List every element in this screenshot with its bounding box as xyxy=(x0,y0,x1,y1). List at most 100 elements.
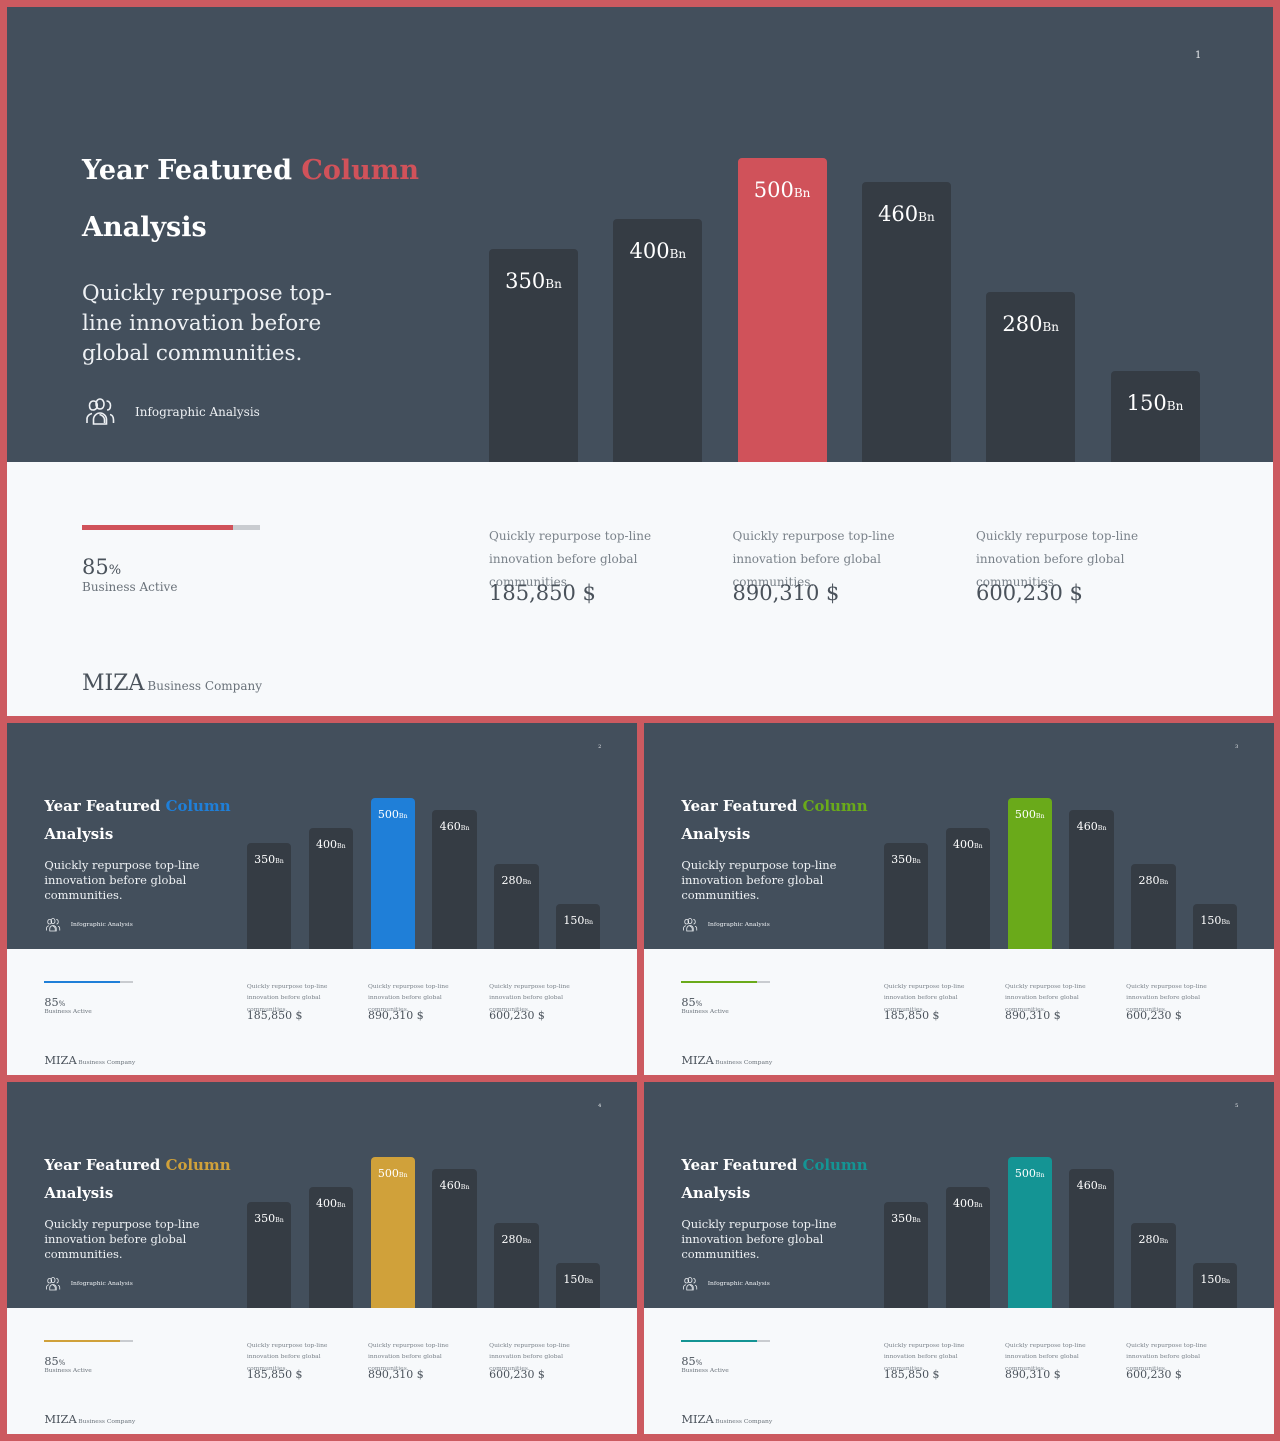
infographic-label: Infographic Analysis xyxy=(135,405,260,419)
bar-unit: Bn xyxy=(912,858,921,866)
bar-value: 500 xyxy=(377,1166,399,1180)
bar-unit: Bn xyxy=(1042,319,1059,334)
page-number: 5 xyxy=(1235,1103,1239,1110)
bar-unit: Bn xyxy=(1159,1238,1169,1246)
percent-number: 85 xyxy=(44,1354,59,1368)
bar-unit: Bn xyxy=(1221,1277,1231,1285)
title-accent: Column xyxy=(165,796,231,815)
bar-value-label: 350Bn xyxy=(247,1212,291,1225)
bar-value-label: 150Bn xyxy=(1193,914,1237,927)
bar-value: 400 xyxy=(629,238,670,263)
stat-description: Quickly repurpose top-line innovation be… xyxy=(246,982,328,1013)
slide-title-line2: Analysis xyxy=(82,212,207,243)
stat-value: 185,850 $ xyxy=(489,581,596,605)
stat-description: Quickly repurpose top-line innovation be… xyxy=(1005,982,1086,1013)
bar-value: 350 xyxy=(505,269,546,294)
bar-value: 460 xyxy=(1076,819,1098,833)
progress-fill xyxy=(681,1339,757,1343)
chart-bar xyxy=(432,1168,477,1308)
bar-value-label: 150Bn xyxy=(556,1273,600,1286)
slide-4: 4 Year Featured Column Analysis Quickly rep… xyxy=(7,1082,637,1434)
title-prefix: Year Featured xyxy=(681,1155,798,1174)
progress-bar xyxy=(681,980,770,984)
bar-unit: Bn xyxy=(918,210,935,225)
chart-bar xyxy=(432,809,477,949)
brand-subtitle: Business Company xyxy=(78,1059,136,1067)
percent-number: 85 xyxy=(681,995,696,1009)
slide-3: 3 Year Featured Column Analysis Quickly rep… xyxy=(644,723,1274,1075)
bar-value: 280 xyxy=(501,1233,523,1247)
slide-description: Quickly repurpose top-line innovation be… xyxy=(681,858,837,903)
stat-description: Quickly repurpose top-line innovation be… xyxy=(732,529,895,589)
chart-bar xyxy=(246,843,292,949)
people-icon xyxy=(682,1276,698,1296)
slide-footer-panel xyxy=(644,1308,1274,1434)
stat-description: Quickly repurpose top-line innovation be… xyxy=(1126,1341,1207,1372)
chart-bar xyxy=(986,291,1076,462)
stat-description: Quickly repurpose top-line innovation be… xyxy=(883,982,965,1013)
bar-value-label: 400Bn xyxy=(309,1197,353,1210)
percent-label: Business Active xyxy=(681,1008,729,1016)
bar-value-label: 500Bn xyxy=(1008,808,1052,821)
bar-unit: Bn xyxy=(1166,398,1184,413)
chart-bar xyxy=(308,827,353,949)
progress-bar xyxy=(44,1339,133,1343)
bar-value: 150 xyxy=(1200,913,1222,927)
bar-unit: Bn xyxy=(545,277,562,292)
slide-title-line2: Analysis xyxy=(681,825,751,843)
slide-description: Quickly repurpose top-line innovation be… xyxy=(82,281,333,366)
chart-bar xyxy=(1193,1262,1238,1308)
brand-logo: MIZABusiness Company xyxy=(681,1412,772,1426)
stat-value: 890,310 $ xyxy=(732,581,840,605)
bar-unit: Bn xyxy=(974,842,983,850)
bar-value: 400 xyxy=(952,1196,975,1210)
bar-value: 350 xyxy=(254,1212,276,1226)
percent-unit: % xyxy=(58,1358,66,1367)
bar-value: 350 xyxy=(891,1212,913,1226)
stat-description: Quickly repurpose top-line innovation be… xyxy=(489,982,570,1013)
slide-1: 1 Year Featured Column Analysis Quickly rep… xyxy=(7,7,1273,716)
people-icon xyxy=(682,917,698,937)
slide-title: Year Featured Column xyxy=(44,797,230,815)
bar-value: 460 xyxy=(439,819,461,833)
percent-value: 85% xyxy=(82,555,121,579)
chart-bar xyxy=(556,903,601,949)
stat-value: 600,230 $ xyxy=(489,1367,545,1381)
slide-footer-panel xyxy=(7,949,637,1075)
people-icon xyxy=(84,396,116,432)
bar-value: 400 xyxy=(315,837,338,851)
stat-description: Quickly repurpose top-line innovation be… xyxy=(1126,982,1207,1013)
chart-bar xyxy=(861,182,951,462)
bar-value: 460 xyxy=(878,202,919,227)
title-prefix: Year Featured xyxy=(44,1155,161,1174)
people-icon xyxy=(45,917,61,937)
bar-value-label: 400Bn xyxy=(613,239,702,263)
stat-value: 890,310 $ xyxy=(368,1008,424,1022)
percent-value: 85% xyxy=(681,1355,702,1368)
page-number: 3 xyxy=(1235,744,1239,751)
people-icon xyxy=(45,1276,61,1296)
slide-description: Quickly repurpose top-line innovation be… xyxy=(681,1217,837,1262)
infographic-label: Infographic Analysis xyxy=(707,1280,770,1288)
brand-name: MIZA xyxy=(681,1412,714,1427)
brand-name: MIZA xyxy=(44,1053,77,1068)
bar-value-label: 400Bn xyxy=(946,1197,990,1210)
percent-unit: % xyxy=(58,999,66,1008)
bar-value-label: 460Bn xyxy=(1069,820,1113,833)
chart-bar xyxy=(883,1202,929,1308)
progress-bar xyxy=(44,980,133,984)
chart-bar xyxy=(489,249,578,462)
brand-name: MIZA xyxy=(44,1412,77,1427)
chart-bar xyxy=(883,843,929,949)
percent-value: 85% xyxy=(681,996,702,1009)
slide-footer-panel xyxy=(644,949,1274,1075)
infographic-label: Infographic Analysis xyxy=(70,921,133,929)
chart-bar xyxy=(1131,1223,1176,1308)
chart-bar xyxy=(1007,797,1052,949)
infographic-label: Infographic Analysis xyxy=(70,1280,133,1288)
stat-description: Quickly repurpose top-line innovation be… xyxy=(368,982,449,1013)
percent-value: 85% xyxy=(44,1355,65,1368)
bar-value-label: 350Bn xyxy=(884,1212,928,1225)
bar-unit: Bn xyxy=(584,918,594,926)
slide-title: Year Featured Column xyxy=(82,155,419,186)
